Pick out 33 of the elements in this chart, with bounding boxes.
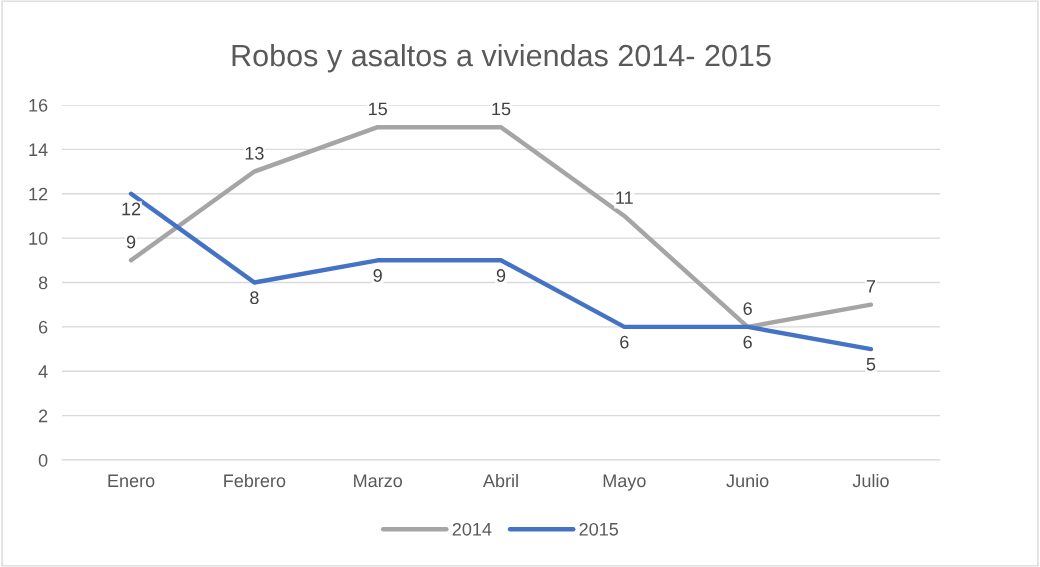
legend-label: 2015 bbox=[579, 522, 619, 536]
legend-label: 2014 bbox=[452, 522, 492, 536]
data-label: 9 bbox=[496, 269, 506, 282]
data-label: 13 bbox=[245, 146, 264, 160]
x-tick-label: Marzo bbox=[354, 474, 403, 488]
data-label: 15 bbox=[492, 102, 511, 116]
y-tick-label: 14 bbox=[29, 143, 48, 156]
chart-title: Robos y asaltos a viviendas 2014- 2015 bbox=[232, 43, 771, 73]
y-tick-label: 4 bbox=[38, 365, 48, 378]
x-tick-label: Mayo bbox=[603, 474, 646, 491]
y-tick-label: 16 bbox=[29, 98, 48, 112]
data-label: 7 bbox=[866, 280, 876, 293]
y-tick-label: 0 bbox=[38, 453, 48, 467]
x-tick-label: Abril bbox=[482, 473, 518, 488]
y-tick-label: 8 bbox=[38, 276, 48, 290]
data-label: 11 bbox=[616, 191, 633, 204]
data-label: 12 bbox=[122, 202, 141, 216]
data-label: 6 bbox=[743, 335, 752, 349]
data-label: 15 bbox=[369, 102, 387, 116]
y-tick-label: 6 bbox=[38, 320, 48, 334]
y-tick-label: 2 bbox=[38, 409, 48, 423]
y-tick-label: 12 bbox=[29, 187, 48, 201]
y-tick-label: 10 bbox=[29, 232, 48, 245]
x-tick-label: Julio bbox=[852, 473, 889, 488]
data-label: 6 bbox=[743, 302, 752, 315]
x-tick-label: Junio bbox=[726, 473, 769, 488]
data-label: 9 bbox=[373, 269, 382, 282]
x-tick-label: Febrero bbox=[224, 473, 286, 488]
data-label: 8 bbox=[250, 291, 259, 305]
data-label: 6 bbox=[620, 335, 629, 349]
data-label: 5 bbox=[866, 358, 876, 371]
data-label: 9 bbox=[126, 235, 136, 249]
x-tick-label: Enero bbox=[108, 474, 155, 488]
